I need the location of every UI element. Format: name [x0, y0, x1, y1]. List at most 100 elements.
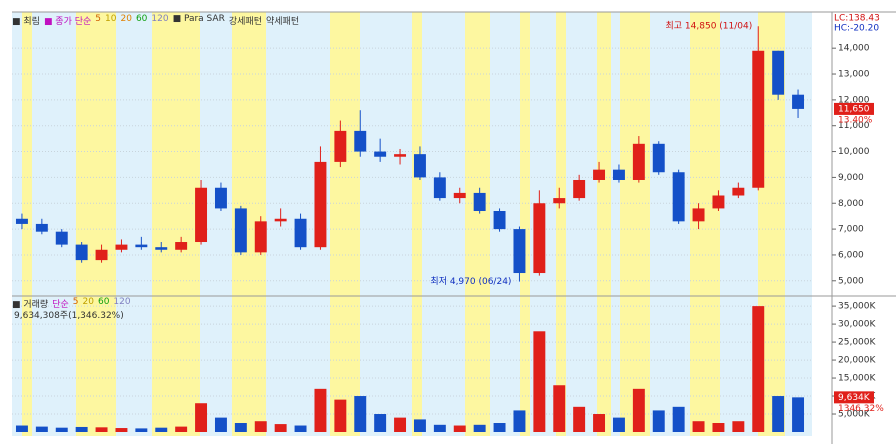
volume-bar — [334, 399, 347, 432]
volume-bar — [15, 425, 28, 432]
candle-body — [354, 130, 367, 152]
volume-bar — [493, 423, 506, 432]
legend-entry: 5 — [72, 297, 79, 307]
candle-body — [254, 221, 267, 253]
volume-bar — [75, 426, 88, 432]
volume-bar — [692, 421, 705, 432]
lc-label: LC:138.43 — [834, 14, 880, 24]
volume-bar — [433, 424, 446, 432]
y-tick-label: 14,000 — [838, 44, 870, 54]
highlight-stripe — [597, 12, 611, 436]
candle-body — [712, 195, 725, 209]
candle-body — [155, 247, 168, 250]
candle-body — [35, 223, 48, 232]
volume-bar — [234, 423, 247, 432]
candle-body — [15, 218, 28, 224]
candle-body — [234, 208, 247, 253]
highlight-stripe — [330, 12, 360, 436]
volume-tag — [834, 391, 874, 404]
candle-body — [433, 177, 446, 199]
highlight-stripe — [152, 12, 200, 436]
candle-body — [533, 203, 546, 274]
y-tick-label: 5,000K — [838, 410, 871, 420]
volume-bar — [214, 417, 227, 432]
y-tick-label: 8,000 — [838, 199, 864, 209]
volume-bar — [672, 406, 685, 432]
candle-body — [732, 187, 745, 196]
candle-body — [692, 208, 705, 222]
volume-bar — [732, 421, 745, 432]
legend-entry: 약세패턴 — [265, 17, 300, 27]
candle-body — [453, 192, 466, 199]
volume-bar — [453, 425, 466, 432]
legend-entry: ■ Para SAR — [172, 14, 225, 24]
volume-bar — [55, 427, 68, 432]
highlight-stripe — [22, 12, 32, 436]
legend-entry: 강세패턴 — [228, 17, 262, 27]
candle-body — [573, 179, 586, 199]
y-tick-label: 5,000 — [838, 276, 864, 286]
candle-body — [752, 50, 765, 188]
highlight-stripe — [556, 12, 566, 436]
volume-bar — [274, 424, 287, 432]
volume-subtitle: 9,634,308주(1,346.32%) — [14, 311, 124, 321]
volume-bar — [195, 403, 208, 432]
legend-entry: 60 — [97, 297, 110, 307]
y-tick-label: 30,000K — [838, 320, 876, 330]
low-annotation: 최저 4,970 (06/24) — [430, 276, 511, 287]
candle-body — [294, 218, 307, 248]
highlight-stripe — [520, 12, 530, 436]
legend-entry: 5 — [95, 14, 102, 24]
candle-body — [95, 249, 108, 261]
legend-entry: 10 — [105, 14, 117, 24]
y-tick-label: 13,000 — [838, 70, 870, 80]
volume-bar — [612, 417, 625, 432]
candle-body — [792, 94, 805, 109]
volume-bar — [254, 421, 267, 432]
y-tick-label: 6,000 — [838, 250, 864, 260]
price-label: 11,650 — [838, 104, 870, 114]
change-label: 13.40% — [838, 115, 873, 125]
candle-body — [55, 231, 68, 245]
volume-bar — [712, 423, 725, 432]
legend-entry: 60 — [135, 14, 148, 24]
volume-bar — [632, 388, 645, 432]
volume-bar — [35, 426, 48, 432]
volume-bar — [95, 427, 108, 432]
volume-bar — [115, 428, 128, 432]
y-tick-label: 12,000 — [838, 95, 870, 105]
candle-body — [413, 154, 426, 178]
candle-body — [772, 50, 785, 95]
y-tick-label: 7,000 — [838, 225, 864, 235]
candle-body — [195, 187, 208, 243]
volume-bar — [652, 410, 665, 432]
volume-bar — [573, 406, 586, 432]
candle-body — [175, 242, 188, 250]
candle-body — [115, 244, 128, 250]
candle-body — [632, 143, 645, 180]
volume-bar — [513, 410, 526, 432]
volume-bar — [413, 419, 426, 432]
highlight-stripe — [620, 12, 650, 436]
y-tick-label: 35,000K — [838, 302, 876, 312]
y-tick-label: 10,000 — [838, 147, 870, 157]
volume-bar — [772, 396, 785, 432]
volume-ratio-label: 1346.32% — [838, 404, 884, 414]
y-tick-label: 15,000K — [838, 374, 876, 384]
highlight-stripe — [465, 12, 490, 436]
high-annotation: 최고 14,850 (11/04) — [666, 21, 753, 32]
hc-label: HC:-20.20 — [834, 24, 879, 34]
volume-bar — [175, 426, 188, 432]
volume-bar — [752, 306, 765, 432]
candle-body — [314, 161, 327, 248]
legend-entry: 20 — [82, 297, 94, 307]
volume-bar — [294, 425, 307, 432]
candle-body — [374, 151, 387, 157]
candle-body — [493, 211, 506, 230]
highlight-stripe — [690, 12, 720, 436]
y-tick-label: 9,000 — [838, 173, 864, 183]
volume-bar — [792, 397, 805, 432]
legend-entry: 120 — [151, 14, 169, 24]
axis-area — [812, 12, 896, 444]
